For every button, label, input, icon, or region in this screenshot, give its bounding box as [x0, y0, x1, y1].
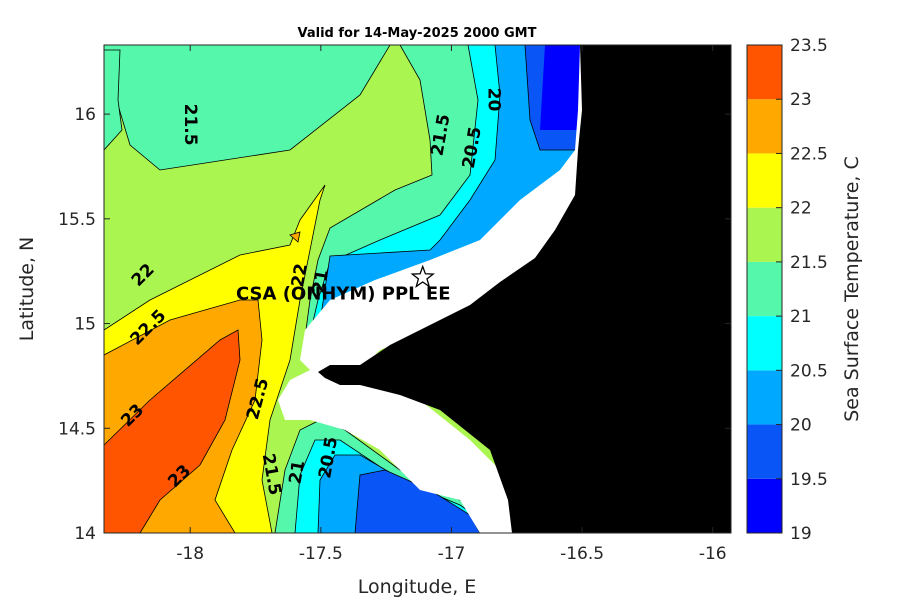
x-tick-label: -16.5: [560, 544, 604, 564]
colorbar-band: [747, 478, 782, 533]
colorbar: [747, 45, 782, 533]
x-tick-label: -17: [438, 544, 466, 564]
y-tick-label: 14: [74, 524, 96, 544]
colorbar-band: [747, 99, 782, 154]
colorbar-tick-label: 20: [790, 416, 812, 436]
y-tick-label: 16: [74, 105, 96, 125]
colorbar-tick-label: 22: [790, 199, 812, 219]
station-label: CSA (ONHYM) PPL EE: [236, 283, 451, 304]
land-mask: [318, 45, 731, 533]
colorbar-tick-label: 23: [790, 90, 812, 110]
colorbar-tick-label: 21.5: [790, 253, 828, 273]
y-axis-label: Latitude, N: [16, 237, 38, 342]
contour-label: 20: [483, 88, 503, 112]
x-tick-label: -16: [699, 544, 727, 564]
x-axis-label: Longitude, E: [358, 576, 477, 598]
colorbar-ticks: 19 19.5 20 20.5 21 21.5 22 22.5 23 23.5: [776, 36, 828, 544]
colorbar-band: [747, 370, 782, 425]
colorbar-label: Sea Surface Temperature, C: [841, 156, 863, 422]
y-tick-label: 15: [74, 315, 96, 335]
colorbar-band: [747, 424, 782, 479]
sst-band-22.5-23-spot: [289, 231, 301, 243]
colorbar-band: [747, 261, 782, 317]
station-star-icon: [410, 264, 436, 288]
colorbar-tick-label: 21: [790, 307, 812, 327]
colorbar-frame: [746, 44, 783, 534]
coastal-mask: [278, 45, 600, 533]
colorbar-band: [747, 316, 782, 371]
y-axis-ticks: 14 14.5 15 15.5 16: [58, 105, 731, 544]
contour-label: 22: [288, 262, 312, 289]
contour-label: 21.5: [180, 104, 200, 146]
station-marker: CSA (ONHYM) PPL EE: [236, 264, 451, 304]
colorbar-tick-label: 23.5: [790, 36, 828, 56]
colorbar-tick-label: 19.5: [790, 470, 828, 490]
x-tick-label: -17.5: [299, 544, 343, 564]
x-axis-ticks: -18 -17.5 -17 -16.5 -16: [176, 45, 727, 564]
colorbar-tick-label: 20.5: [790, 361, 828, 381]
colorbar-tick-label: 22.5: [790, 144, 828, 164]
sst-field: [104, 45, 731, 533]
contour-label: 21: [285, 459, 309, 486]
colorbar-tick-label: 19: [790, 524, 812, 544]
y-tick-label: 14.5: [58, 419, 96, 439]
colorbar-band: [747, 207, 782, 262]
sst-band-23-23.5: [104, 329, 241, 533]
colorbar-band: [747, 153, 782, 208]
y-tick-label: 15.5: [58, 210, 96, 230]
plot-frame: [103, 44, 732, 534]
contour-label: 21: [309, 268, 333, 295]
chart-title: Valid for 14-May-2025 2000 GMT: [298, 26, 537, 41]
x-tick-label: -18: [176, 544, 204, 564]
sst-band-21-21.5-west: [104, 49, 123, 151]
colorbar-band: [747, 45, 782, 100]
